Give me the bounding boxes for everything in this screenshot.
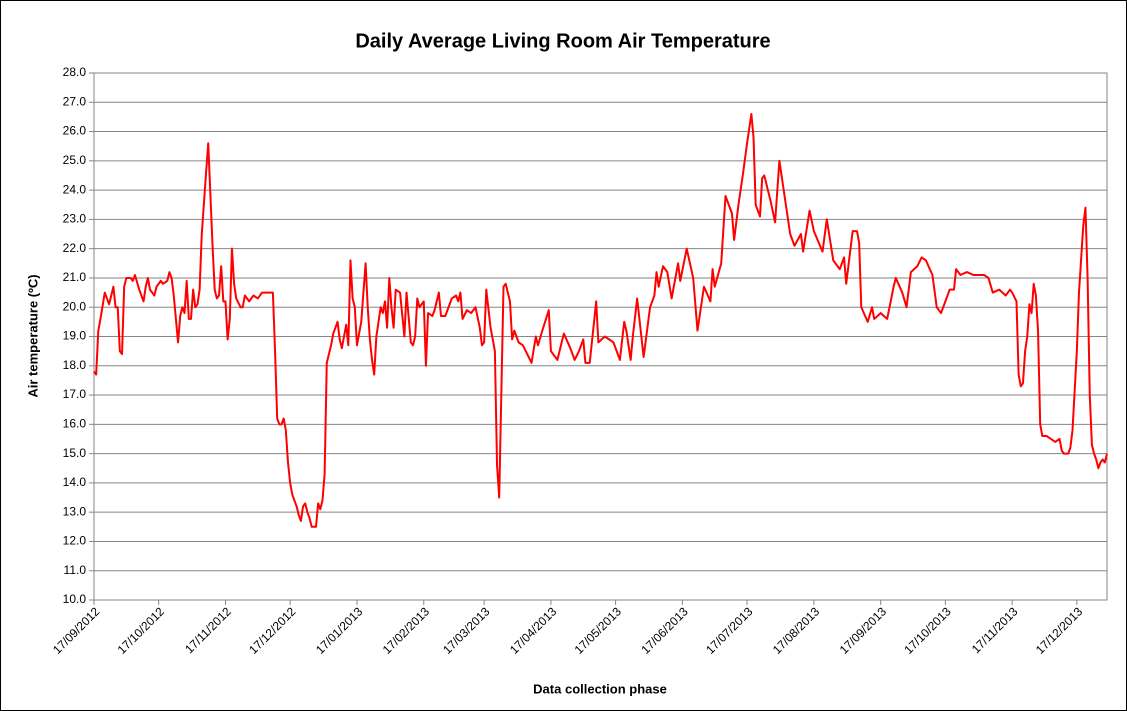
y-tick-label: 21.0 xyxy=(63,270,87,284)
temperature-line xyxy=(93,112,1108,528)
chart-title: Daily Average Living Room Air Temperatur… xyxy=(355,30,770,52)
y-tick-label: 26.0 xyxy=(63,124,87,138)
x-axis-label: Data collection phase xyxy=(533,681,667,696)
y-tick-label: 11.0 xyxy=(64,563,87,577)
y-tick-label: 12.0 xyxy=(63,534,87,548)
y-axis-label: Air temperature (ºC) xyxy=(25,274,40,397)
y-tick-label: 23.0 xyxy=(63,212,87,226)
plot-area xyxy=(93,72,1108,601)
y-tick-label: 22.0 xyxy=(63,241,87,255)
y-tick-label: 28.0 xyxy=(63,65,87,79)
y-tick-label: 18.0 xyxy=(63,358,87,372)
y-tick-label: 24.0 xyxy=(63,182,87,196)
y-tick-label: 20.0 xyxy=(63,299,87,313)
y-tick-label: 15.0 xyxy=(63,446,87,460)
y-tick-label: 19.0 xyxy=(63,329,87,343)
y-tick-label: 13.0 xyxy=(63,504,87,518)
y-tick-label: 10.0 xyxy=(63,592,87,606)
y-tick-label: 17.0 xyxy=(63,387,87,401)
y-tick-label: 16.0 xyxy=(63,417,87,431)
y-tick-label: 27.0 xyxy=(63,94,87,108)
y-tick-label: 14.0 xyxy=(63,475,87,489)
y-tick-label: 25.0 xyxy=(63,153,87,167)
